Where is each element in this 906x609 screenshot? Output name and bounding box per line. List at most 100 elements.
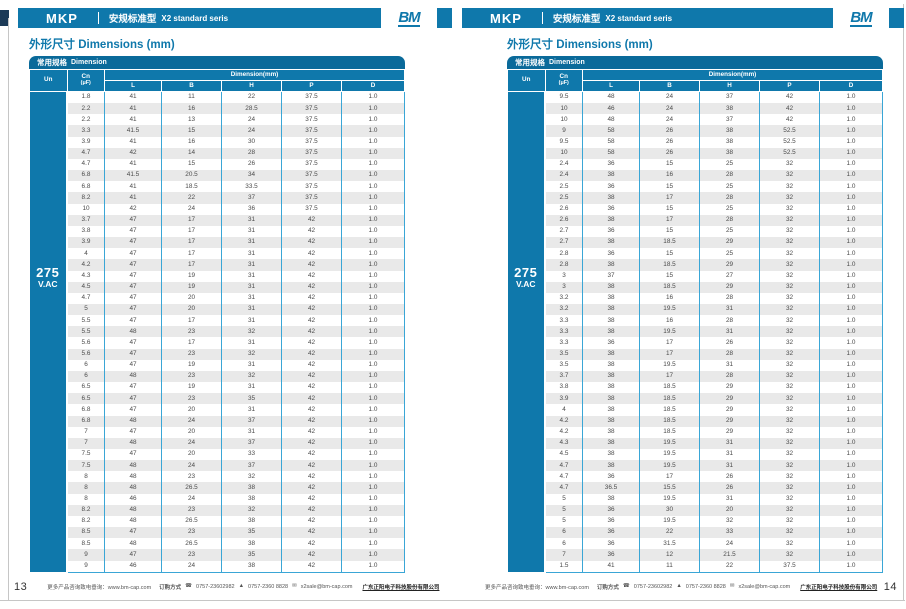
col-header-b: B [161, 80, 222, 92]
dimension-cell: 48 [104, 538, 162, 550]
dimension-cell: 28 [699, 292, 760, 304]
dimension-cell: 23 [161, 549, 222, 561]
dimension-cell: 47 [104, 382, 162, 394]
dimension-cell: 1.0 [819, 103, 883, 115]
table-row: 8.2 41 22 37 37.5 1.0 [30, 192, 405, 204]
dimension-cell: 32 [759, 292, 820, 304]
dimension-cell: 31 [221, 237, 282, 249]
dimension-cell: 36 [582, 225, 640, 238]
dimension-cell: 37 [699, 91, 760, 104]
dimension-cell: 10 [66, 203, 105, 215]
dimension-cell: 48 [104, 482, 162, 494]
dimension-cell: 1.0 [341, 315, 405, 327]
dimension-cell: 32 [221, 326, 282, 338]
dimension-cell: 32 [759, 348, 820, 360]
dimension-cell: 41 [104, 181, 162, 193]
dimension-cell: 4.2 [544, 426, 583, 438]
dimensions-table: 常用规格 Dimension Un Cn (μF) Dimension(mm) L… [507, 56, 883, 573]
bm-logo-text: BM [850, 8, 873, 27]
dimension-cell: 1.0 [341, 471, 405, 483]
table-row: 6.8 48 24 37 42 1.0 [30, 415, 405, 427]
dimensions-grid: Un Cn (μF) Dimension(mm) L B H P D 275 V.A… [507, 69, 883, 573]
dimension-cell: 47 [104, 259, 162, 271]
dimension-cell: 32 [221, 348, 282, 360]
dimension-cell: 32 [759, 270, 820, 282]
dimension-cell: 38 [582, 315, 640, 327]
dimension-cell: 42 [281, 303, 342, 316]
table-row: 3.3 38 16 28 32 1.0 [508, 315, 883, 327]
dimension-cell: 31 [221, 337, 282, 349]
table-row: 3.5 38 19.5 31 32 1.0 [508, 359, 883, 371]
table-row: 2.2 41 16 28.5 37.5 1.0 [30, 103, 405, 115]
dimension-cell: 38 [699, 103, 760, 115]
dimension-cell: 8.2 [66, 192, 105, 204]
dimension-cell: 42 [281, 337, 342, 349]
dimension-cell: 32 [759, 315, 820, 327]
dimension-cell: 32 [759, 337, 820, 349]
dimension-cell: 38 [582, 281, 640, 293]
table-row: 8.5 47 23 35 42 1.0 [30, 527, 405, 539]
dimension-cell: 5 [544, 504, 583, 516]
table-row: 3.2 38 19.5 31 32 1.0 [508, 303, 883, 316]
dimension-cell: 1.0 [341, 103, 405, 115]
dimension-cell: 1.0 [819, 437, 883, 449]
dimension-cell: 16 [639, 292, 700, 304]
dimension-cell: 10 [544, 147, 583, 159]
fax-icon: ▲ [238, 583, 245, 590]
dimension-cell: 1.0 [819, 259, 883, 271]
dimension-cell: 37.5 [281, 147, 342, 159]
dimension-cell: 1.0 [819, 426, 883, 438]
dimension-cell: 16 [161, 103, 222, 115]
dimension-cell: 4.3 [66, 270, 105, 282]
table-row: 6.5 47 23 35 42 1.0 [30, 393, 405, 405]
dimension-cell: 37.5 [281, 192, 342, 204]
page-footer: 更多产品咨询致电垂询：www.bm-cap.com 订购方式 ☎ 0757-23… [455, 580, 905, 594]
col-header-h: H [221, 80, 282, 92]
band-title-cn: 常用规格 [515, 58, 545, 67]
page-header-banner: MKP 安规标准型 X2 standard seris BM [462, 8, 904, 28]
dimension-cell: 32 [759, 359, 820, 371]
dimension-cell: 31 [699, 449, 760, 461]
table-row: 2.8 38 18.5 29 32 1.0 [508, 259, 883, 271]
footer-fax: 0757-2360 8828 [248, 584, 289, 590]
dimension-cell: 1.0 [819, 114, 883, 126]
table-row: 4 47 17 31 42 1.0 [30, 248, 405, 260]
dimension-cell: 3.8 [66, 225, 105, 238]
dimension-cell: 8.5 [66, 527, 105, 539]
dimension-cell: 4.3 [544, 437, 583, 449]
dimension-cell: 33.5 [221, 181, 282, 193]
dimension-cell: 1.0 [819, 203, 883, 215]
dimension-cell: 24 [161, 493, 222, 505]
dimension-cell: 38 [582, 370, 640, 383]
series-banner: MKP 安规标准型 X2 standard seris [462, 8, 833, 28]
dimension-cell: 18.5 [639, 259, 700, 271]
dimension-cell: 15 [639, 225, 700, 238]
dimension-cell: 37.5 [281, 125, 342, 137]
dimension-cell: 32 [759, 192, 820, 204]
footer-fax: 0757-2360 8828 [685, 584, 726, 590]
voltage-rating-cell: 275 V.AC [507, 91, 546, 573]
dimension-cell: 1.0 [341, 114, 405, 126]
table-row: 10 48 24 37 42 1.0 [508, 114, 883, 126]
page-border-left [8, 18, 9, 600]
dimension-cell: 35 [221, 393, 282, 405]
col-header-cn: Cn (μF) [66, 69, 105, 92]
footer-email: x2sale@bm-cap.com [300, 584, 353, 590]
dimension-cell: 58 [582, 125, 640, 137]
dimension-cell: 12 [639, 549, 700, 561]
table-row: 2.7 38 18.5 29 32 1.0 [508, 237, 883, 249]
dimension-cell: 36.5 [582, 482, 640, 494]
dimension-cell: 31 [221, 426, 282, 438]
dimension-cell: 42 [281, 225, 342, 238]
dimension-cell: 48 [104, 326, 162, 338]
dimension-cell: 6.5 [66, 382, 105, 394]
dimension-cell: 48 [104, 437, 162, 449]
dimension-cell: 1.0 [341, 504, 405, 516]
dimension-cell: 29 [699, 404, 760, 416]
dimension-cell: 2.8 [544, 248, 583, 260]
table-row: 3.3 41.5 15 24 37.5 1.0 [30, 125, 405, 137]
table-row: 8 48 26.5 38 42 1.0 [30, 482, 405, 494]
dimension-cell: 1.0 [819, 393, 883, 405]
voltage-rating-cell: 275 V.AC [29, 91, 68, 573]
table-row: 3.5 38 17 28 32 1.0 [508, 348, 883, 360]
